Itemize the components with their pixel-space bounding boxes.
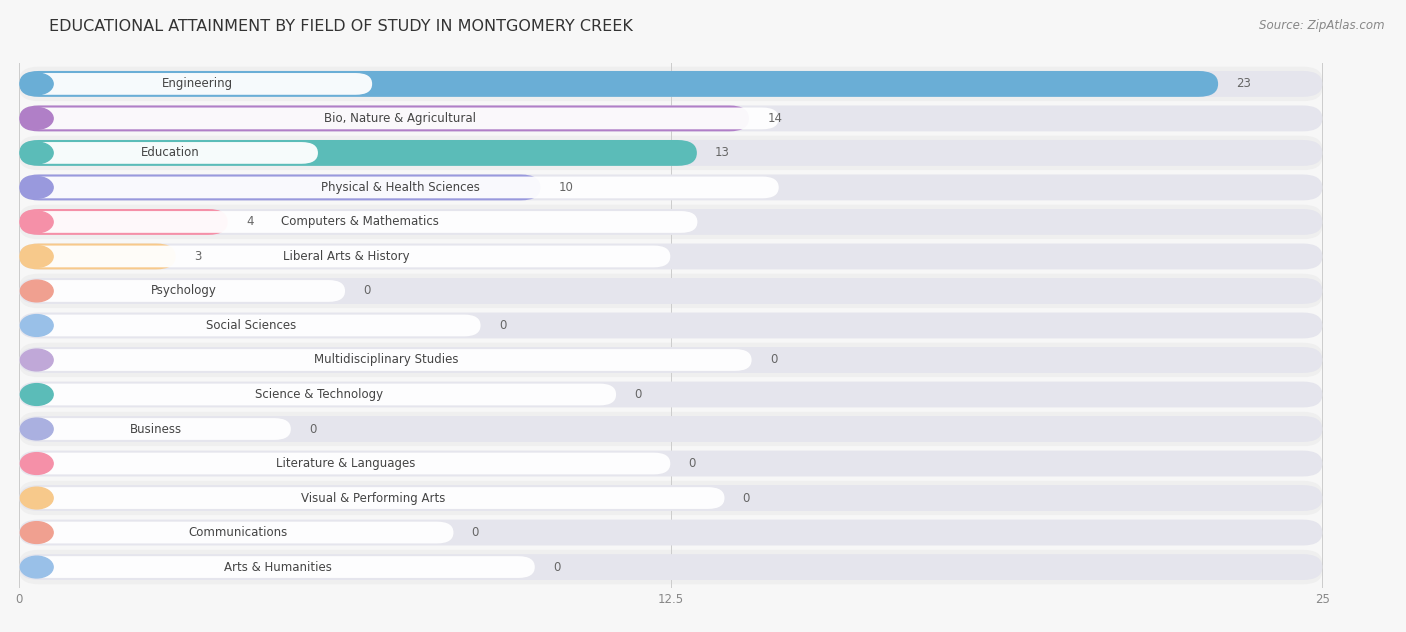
- Circle shape: [20, 280, 53, 302]
- FancyBboxPatch shape: [22, 521, 454, 544]
- FancyBboxPatch shape: [20, 347, 1323, 373]
- Text: 0: 0: [770, 353, 778, 367]
- FancyBboxPatch shape: [20, 308, 1323, 343]
- FancyBboxPatch shape: [20, 209, 228, 235]
- FancyBboxPatch shape: [20, 451, 1323, 477]
- FancyBboxPatch shape: [20, 550, 1323, 585]
- FancyBboxPatch shape: [20, 377, 1323, 412]
- Circle shape: [20, 246, 53, 267]
- FancyBboxPatch shape: [20, 174, 1323, 200]
- Text: 3: 3: [194, 250, 201, 263]
- FancyBboxPatch shape: [20, 106, 749, 131]
- FancyBboxPatch shape: [20, 170, 1323, 205]
- FancyBboxPatch shape: [22, 211, 697, 233]
- FancyBboxPatch shape: [20, 446, 1323, 481]
- FancyBboxPatch shape: [22, 315, 481, 336]
- FancyBboxPatch shape: [20, 343, 1323, 377]
- Circle shape: [20, 521, 53, 544]
- Text: 0: 0: [634, 388, 641, 401]
- Circle shape: [20, 107, 53, 130]
- Text: Literature & Languages: Literature & Languages: [277, 457, 416, 470]
- Text: 0: 0: [309, 423, 316, 435]
- FancyBboxPatch shape: [22, 73, 373, 95]
- FancyBboxPatch shape: [22, 280, 344, 302]
- FancyBboxPatch shape: [20, 515, 1323, 550]
- FancyBboxPatch shape: [20, 382, 1323, 408]
- FancyBboxPatch shape: [20, 71, 1323, 97]
- Circle shape: [20, 176, 53, 198]
- Text: Computers & Mathematics: Computers & Mathematics: [281, 216, 439, 228]
- Circle shape: [20, 349, 53, 371]
- FancyBboxPatch shape: [20, 174, 540, 200]
- FancyBboxPatch shape: [20, 278, 1323, 304]
- Text: EDUCATIONAL ATTAINMENT BY FIELD OF STUDY IN MONTGOMERY CREEK: EDUCATIONAL ATTAINMENT BY FIELD OF STUDY…: [49, 19, 633, 34]
- Text: 0: 0: [363, 284, 371, 298]
- FancyBboxPatch shape: [22, 246, 671, 267]
- Circle shape: [20, 384, 53, 405]
- FancyBboxPatch shape: [20, 412, 1323, 446]
- Text: Arts & Humanities: Arts & Humanities: [225, 561, 332, 574]
- Text: 13: 13: [716, 147, 730, 159]
- Text: 0: 0: [742, 492, 751, 504]
- Text: 4: 4: [246, 216, 253, 228]
- Text: Social Sciences: Social Sciences: [207, 319, 297, 332]
- Circle shape: [20, 142, 53, 164]
- FancyBboxPatch shape: [20, 71, 1218, 97]
- FancyBboxPatch shape: [22, 556, 534, 578]
- Text: Education: Education: [141, 147, 200, 159]
- Circle shape: [20, 556, 53, 578]
- Text: 14: 14: [768, 112, 782, 125]
- Circle shape: [20, 73, 53, 95]
- Circle shape: [20, 211, 53, 233]
- Text: Physical & Health Sciences: Physical & Health Sciences: [321, 181, 479, 194]
- FancyBboxPatch shape: [20, 136, 1323, 170]
- Text: 0: 0: [499, 319, 506, 332]
- FancyBboxPatch shape: [20, 554, 1323, 580]
- Circle shape: [20, 315, 53, 336]
- Text: Business: Business: [131, 423, 183, 435]
- FancyBboxPatch shape: [20, 106, 1323, 131]
- FancyBboxPatch shape: [20, 481, 1323, 515]
- Text: 0: 0: [689, 457, 696, 470]
- FancyBboxPatch shape: [22, 453, 671, 475]
- Text: Visual & Performing Arts: Visual & Performing Arts: [301, 492, 446, 504]
- FancyBboxPatch shape: [20, 205, 1323, 239]
- Text: Bio, Nature & Agricultural: Bio, Nature & Agricultural: [325, 112, 477, 125]
- Text: Science & Technology: Science & Technology: [254, 388, 382, 401]
- Text: Psychology: Psychology: [150, 284, 217, 298]
- FancyBboxPatch shape: [20, 313, 1323, 338]
- Circle shape: [20, 487, 53, 509]
- FancyBboxPatch shape: [20, 416, 1323, 442]
- Text: 0: 0: [471, 526, 479, 539]
- FancyBboxPatch shape: [22, 176, 779, 198]
- Text: Liberal Arts & History: Liberal Arts & History: [283, 250, 409, 263]
- FancyBboxPatch shape: [20, 209, 1323, 235]
- FancyBboxPatch shape: [20, 140, 697, 166]
- FancyBboxPatch shape: [20, 243, 176, 269]
- FancyBboxPatch shape: [20, 274, 1323, 308]
- Text: 0: 0: [553, 561, 561, 574]
- FancyBboxPatch shape: [22, 142, 318, 164]
- FancyBboxPatch shape: [20, 66, 1323, 101]
- FancyBboxPatch shape: [22, 418, 291, 440]
- Circle shape: [20, 418, 53, 440]
- FancyBboxPatch shape: [22, 487, 724, 509]
- FancyBboxPatch shape: [22, 349, 752, 371]
- FancyBboxPatch shape: [20, 140, 1323, 166]
- Text: Communications: Communications: [188, 526, 287, 539]
- FancyBboxPatch shape: [20, 101, 1323, 136]
- Text: 23: 23: [1236, 77, 1251, 90]
- Text: Multidisciplinary Studies: Multidisciplinary Studies: [315, 353, 458, 367]
- FancyBboxPatch shape: [20, 243, 1323, 269]
- Text: Source: ZipAtlas.com: Source: ZipAtlas.com: [1260, 19, 1385, 32]
- FancyBboxPatch shape: [22, 107, 779, 130]
- Text: 10: 10: [558, 181, 574, 194]
- FancyBboxPatch shape: [20, 239, 1323, 274]
- FancyBboxPatch shape: [22, 384, 616, 405]
- FancyBboxPatch shape: [20, 520, 1323, 545]
- FancyBboxPatch shape: [20, 485, 1323, 511]
- Text: Engineering: Engineering: [162, 77, 232, 90]
- Circle shape: [20, 453, 53, 475]
